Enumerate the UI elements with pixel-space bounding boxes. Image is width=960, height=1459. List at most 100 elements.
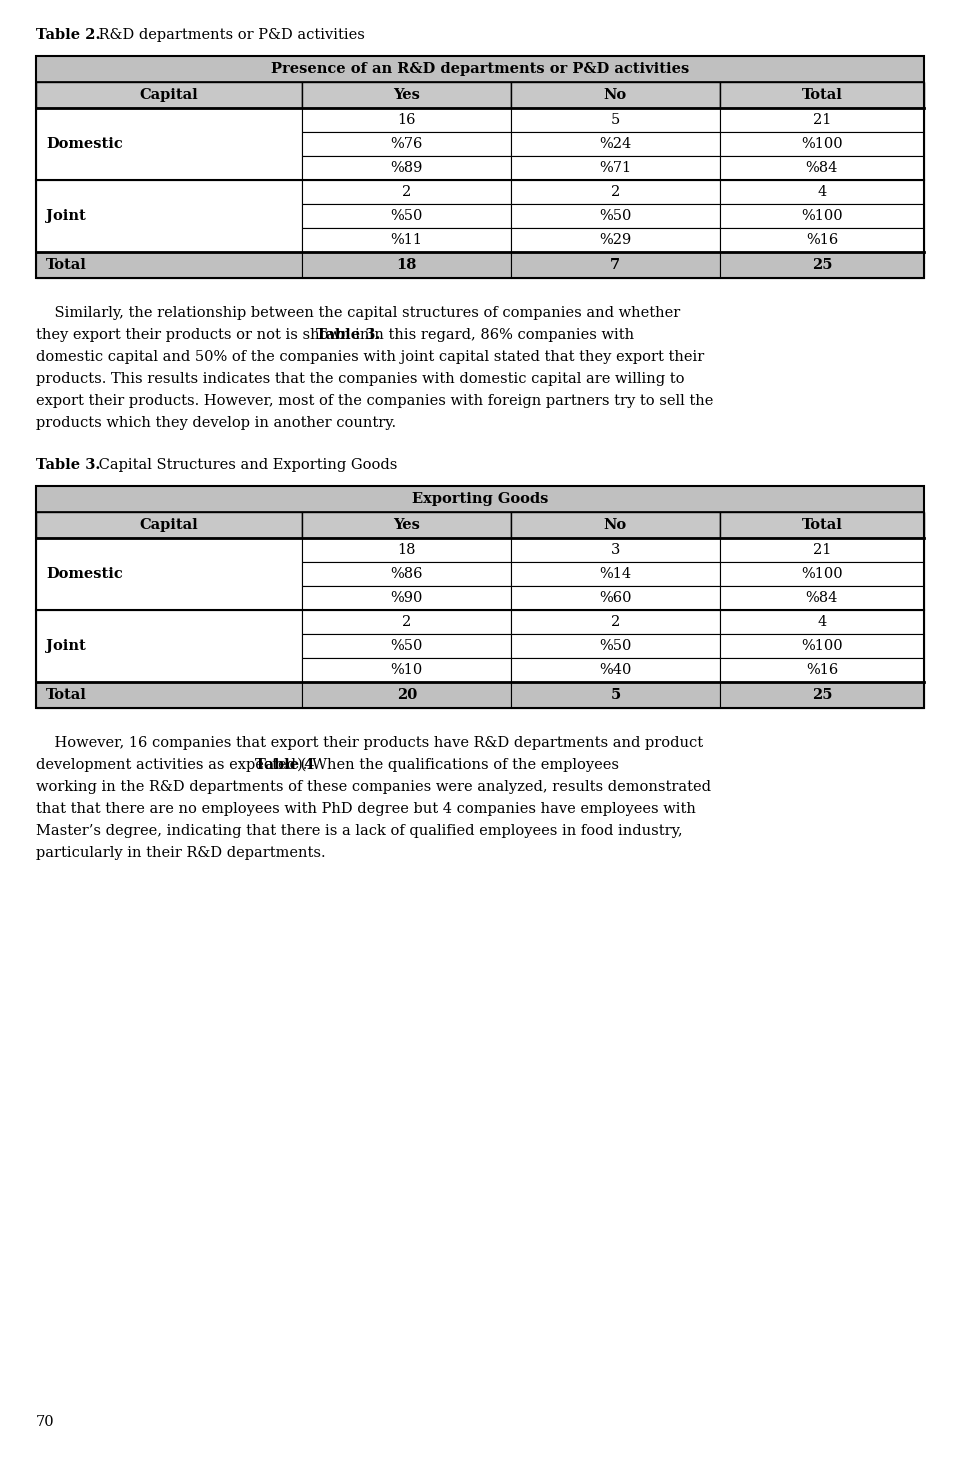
Text: 7: 7 — [611, 258, 620, 271]
Text: %16: %16 — [805, 233, 838, 247]
Bar — [36, 486, 924, 708]
Text: 20: 20 — [396, 689, 417, 702]
Bar — [36, 252, 302, 279]
Text: 5: 5 — [611, 112, 620, 127]
Text: Yes: Yes — [394, 518, 420, 533]
Text: %29: %29 — [599, 233, 632, 247]
Text: 2: 2 — [611, 185, 620, 198]
Bar — [302, 179, 511, 204]
Bar — [511, 562, 720, 587]
Text: %14: %14 — [599, 568, 632, 581]
Text: 70: 70 — [36, 1415, 55, 1428]
Text: products which they develop in another country.: products which they develop in another c… — [36, 416, 396, 430]
Bar — [720, 512, 924, 538]
Text: Domestic: Domestic — [46, 568, 123, 581]
Text: %16: %16 — [805, 662, 838, 677]
Text: export their products. However, most of the companies with foreign partners try : export their products. However, most of … — [36, 394, 713, 409]
Text: Total: Total — [46, 258, 86, 271]
Bar — [36, 538, 302, 610]
Text: working in the R&D departments of these companies were analyzed, results demonst: working in the R&D departments of these … — [36, 781, 711, 794]
Bar — [302, 562, 511, 587]
Bar — [36, 512, 302, 538]
Text: %50: %50 — [599, 639, 632, 654]
Text: 18: 18 — [397, 543, 416, 557]
Bar — [511, 538, 720, 562]
Text: However, 16 companies that export their products have R&D departments and produc: However, 16 companies that export their … — [36, 735, 703, 750]
Bar — [511, 108, 720, 131]
Bar — [302, 538, 511, 562]
Text: Domestic: Domestic — [46, 137, 123, 150]
Text: 2: 2 — [402, 616, 412, 629]
Bar — [36, 55, 924, 279]
Bar — [720, 252, 924, 279]
Text: ). When the qualifications of the employees: ). When the qualifications of the employ… — [298, 759, 619, 772]
Bar — [720, 131, 924, 156]
Text: Capital Structures and Exporting Goods: Capital Structures and Exporting Goods — [94, 458, 397, 473]
Text: %76: %76 — [391, 137, 423, 150]
Bar — [511, 681, 720, 708]
Text: %60: %60 — [599, 591, 632, 605]
Bar — [36, 179, 302, 252]
Text: Total: Total — [46, 689, 86, 702]
Text: 21: 21 — [813, 543, 831, 557]
Bar — [511, 635, 720, 658]
Text: Total: Total — [802, 518, 842, 533]
Bar — [302, 82, 511, 108]
Text: Yes: Yes — [394, 88, 420, 102]
Text: 4: 4 — [817, 185, 827, 198]
Bar — [720, 228, 924, 252]
Bar — [720, 204, 924, 228]
Bar — [302, 587, 511, 610]
Text: 4: 4 — [817, 616, 827, 629]
Bar — [302, 156, 511, 179]
Bar — [720, 156, 924, 179]
Text: %10: %10 — [391, 662, 422, 677]
Bar — [720, 658, 924, 681]
Text: 25: 25 — [811, 258, 832, 271]
Text: %100: %100 — [801, 209, 843, 223]
Bar — [511, 179, 720, 204]
Bar — [720, 635, 924, 658]
Text: Joint: Joint — [46, 639, 85, 654]
Bar — [302, 512, 511, 538]
Bar — [511, 587, 720, 610]
Text: %84: %84 — [805, 160, 838, 175]
Text: Capital: Capital — [140, 88, 199, 102]
Text: particularly in their R&D departments.: particularly in their R&D departments. — [36, 846, 325, 859]
Bar — [302, 108, 511, 131]
Text: %50: %50 — [391, 209, 423, 223]
Text: Joint: Joint — [46, 209, 85, 223]
Bar — [302, 252, 511, 279]
Text: Table 4: Table 4 — [255, 759, 314, 772]
Bar — [302, 658, 511, 681]
Text: %100: %100 — [801, 568, 843, 581]
Text: %50: %50 — [391, 639, 423, 654]
Bar — [36, 55, 924, 82]
Bar — [36, 82, 302, 108]
Text: Table 2.: Table 2. — [36, 28, 101, 42]
Text: No: No — [604, 518, 627, 533]
Bar — [511, 228, 720, 252]
Text: Master’s degree, indicating that there is a lack of qualified employees in food : Master’s degree, indicating that there i… — [36, 824, 683, 837]
Text: In this regard, 86% companies with: In this regard, 86% companies with — [365, 328, 635, 341]
Bar — [36, 108, 302, 179]
Text: %84: %84 — [805, 591, 838, 605]
Text: 5: 5 — [611, 689, 620, 702]
Text: R&D departments or P&D activities: R&D departments or P&D activities — [94, 28, 365, 42]
Text: Table 3.: Table 3. — [36, 458, 101, 473]
Text: 18: 18 — [396, 258, 417, 271]
Text: that that there are no employees with PhD degree but 4 companies have employees : that that there are no employees with Ph… — [36, 802, 696, 816]
Text: %40: %40 — [599, 662, 632, 677]
Bar — [511, 658, 720, 681]
Bar — [302, 635, 511, 658]
Bar — [302, 681, 511, 708]
Text: %50: %50 — [599, 209, 632, 223]
Bar — [720, 82, 924, 108]
Bar — [720, 179, 924, 204]
Text: No: No — [604, 88, 627, 102]
Text: development activities as expected (: development activities as expected ( — [36, 759, 306, 772]
Text: %90: %90 — [391, 591, 423, 605]
Text: domestic capital and 50% of the companies with joint capital stated that they ex: domestic capital and 50% of the companie… — [36, 350, 705, 363]
Bar — [720, 562, 924, 587]
Text: 21: 21 — [813, 112, 831, 127]
